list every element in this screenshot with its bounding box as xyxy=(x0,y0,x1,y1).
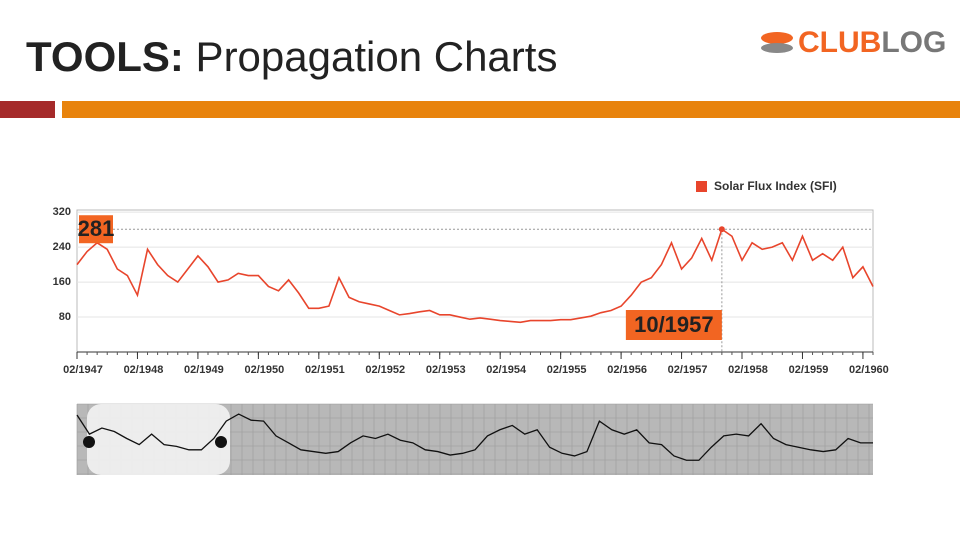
accent-block xyxy=(0,101,55,118)
navigator-handle[interactable] xyxy=(83,436,95,448)
x-tick-label: 02/1953 xyxy=(426,364,466,376)
x-tick-label: 02/1954 xyxy=(486,364,527,376)
plot-frame xyxy=(76,209,874,353)
x-tick-label: 02/1951 xyxy=(305,364,345,376)
title-rest: Propagation Charts xyxy=(184,33,558,80)
x-tick-label: 02/1957 xyxy=(668,364,708,376)
x-tick-label: 02/1949 xyxy=(184,364,224,376)
y-flag xyxy=(79,215,113,244)
peak-marker xyxy=(718,226,725,233)
navigator-handle[interactable] xyxy=(215,436,227,448)
x-tick-label: 02/1960 xyxy=(849,364,889,376)
slide-title: TOOLS: Propagation Charts xyxy=(26,33,557,80)
logo: CLUBLOG xyxy=(761,26,946,59)
x-tick-label: 02/1956 xyxy=(607,364,647,376)
chart: 80 160 240 320 02/1947 02/1948 02/1949 02/1950 0… xyxy=(53,179,889,475)
x-flag xyxy=(625,310,722,340)
x-flag-label: 10/1957 xyxy=(634,312,714,337)
x-tick-label: 02/1950 xyxy=(244,364,284,376)
y-tick-label: 240 xyxy=(53,241,71,253)
y-tick-label: 80 xyxy=(59,311,71,323)
legend-label: Solar Flux Index (SFI) xyxy=(714,179,837,193)
x-tick-label: 02/1952 xyxy=(365,364,405,376)
legend-swatch xyxy=(696,181,707,192)
y-tick-label: 160 xyxy=(53,276,71,288)
x-tick-label: 02/1947 xyxy=(63,364,103,376)
logo-text: CLUBLOG xyxy=(798,26,946,59)
logo-swoosh xyxy=(761,43,793,53)
navigator-line xyxy=(76,413,873,461)
series-line xyxy=(76,227,874,324)
logo-club: CLUB xyxy=(798,26,881,59)
x-tick-label: 02/1958 xyxy=(728,364,768,376)
logo-log: LOG xyxy=(881,26,946,59)
logo-swoosh xyxy=(761,32,793,44)
accent-bar xyxy=(62,101,960,118)
title-bold: TOOLS: xyxy=(26,33,184,80)
y-flag-label: 281 xyxy=(78,216,115,241)
x-tick-label: 02/1959 xyxy=(789,364,829,376)
x-tick-label: 02/1948 xyxy=(124,364,164,376)
y-tick-label: 320 xyxy=(53,206,71,218)
x-tick-label: 02/1955 xyxy=(547,364,587,376)
